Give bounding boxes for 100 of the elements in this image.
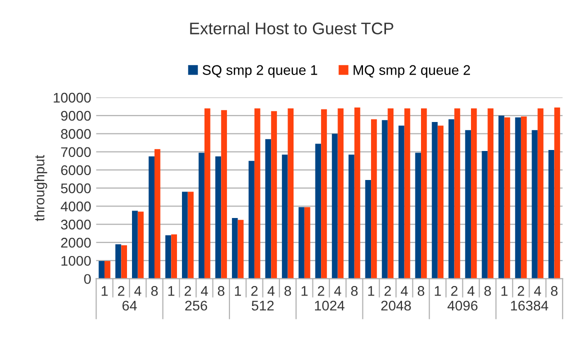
y-tick-label: 5000 <box>60 183 91 194</box>
x-tick-label: 2 <box>251 286 258 296</box>
y-tick-label: 1000 <box>62 256 91 266</box>
x-tick-label: 8 <box>351 286 358 296</box>
x-tick-label: 1 <box>501 286 508 296</box>
x-tick-label: 1 <box>102 286 108 296</box>
bar <box>148 156 154 279</box>
y-tick-label: 0 <box>84 274 91 284</box>
bar <box>465 130 471 279</box>
bar <box>515 117 521 279</box>
text: 64 <box>122 300 137 311</box>
bar <box>271 111 277 279</box>
bar <box>138 212 144 279</box>
bar <box>165 235 172 279</box>
text: 512 <box>252 300 274 311</box>
x-tick-label: 4 <box>268 286 275 296</box>
bar <box>354 107 360 279</box>
y-tick-label: 3000 <box>60 220 91 230</box>
bar <box>254 108 260 279</box>
y-tick-label: 9000 <box>61 110 91 121</box>
x-tick-label: 2 <box>118 286 124 296</box>
bar <box>482 150 488 279</box>
bar <box>404 108 410 279</box>
text: 4096 <box>448 300 478 311</box>
bar <box>438 126 444 279</box>
x-tick-label: 4 <box>534 286 542 296</box>
bar <box>321 109 327 279</box>
bar <box>315 144 322 279</box>
bar <box>248 160 254 279</box>
x-tick-label: 4 <box>200 286 208 296</box>
bar <box>132 210 138 279</box>
text: 1024 <box>315 300 344 311</box>
bar <box>115 244 122 279</box>
bar <box>365 180 372 279</box>
bar <box>421 108 427 279</box>
bar <box>448 119 454 279</box>
bar <box>338 108 344 279</box>
x-tick-label: 2 <box>518 286 524 296</box>
bar <box>382 120 388 279</box>
bar <box>371 119 377 279</box>
bar <box>288 108 294 279</box>
x-tick-label: 8 <box>551 286 558 296</box>
bar <box>520 116 527 279</box>
x-tick-label: 4 <box>467 286 474 296</box>
bar <box>332 134 338 279</box>
y-tick-label: 2000 <box>61 238 91 248</box>
chart-title: External Host to Guest TCP <box>190 22 394 34</box>
bar <box>215 156 222 279</box>
bar <box>104 260 110 279</box>
text: 2048 <box>381 300 411 311</box>
y-axis-title: throughput <box>34 154 48 222</box>
bar <box>415 152 422 279</box>
x-tick-label: 8 <box>218 286 224 296</box>
bar <box>388 108 394 279</box>
bar <box>398 126 404 279</box>
x-tick-label: 4 <box>134 286 142 296</box>
x-tick-label: 2 <box>184 286 191 296</box>
bar <box>282 154 288 279</box>
y-tick-label: 7000 <box>61 147 91 158</box>
legend-label: MQ smp 2 queue 2 <box>354 65 470 78</box>
x-tick-label: 4 <box>334 286 342 296</box>
text: 16384 <box>511 300 548 311</box>
bar <box>171 234 177 279</box>
bar <box>538 108 544 279</box>
bar <box>154 149 160 279</box>
bar <box>238 220 244 279</box>
text: 256 <box>185 300 208 311</box>
x-tick-label: 2 <box>451 286 458 296</box>
bar <box>548 150 554 279</box>
bar <box>188 192 194 279</box>
x-tick-label: 8 <box>484 286 491 296</box>
bar <box>348 154 354 279</box>
x-tick-label: 4 <box>400 286 408 296</box>
y-tick-label: 8000 <box>61 129 91 139</box>
bar <box>454 108 460 279</box>
bar <box>121 245 128 279</box>
x-tick-label: 1 <box>234 286 241 296</box>
y-tick-label: 10000 <box>54 92 91 103</box>
bar <box>98 260 105 279</box>
bar <box>504 117 510 279</box>
bar <box>554 107 560 279</box>
x-tick-label: 8 <box>284 286 292 296</box>
bar <box>488 108 494 279</box>
x-tick-label: 2 <box>318 286 324 296</box>
bar <box>298 207 304 279</box>
x-tick-label: 8 <box>418 286 424 296</box>
bar <box>221 110 227 279</box>
y-tick-label: 4000 <box>60 202 91 212</box>
bar <box>204 108 210 279</box>
x-tick-label: 1 <box>168 286 174 296</box>
bar <box>532 130 538 279</box>
bar <box>470 108 477 279</box>
x-tick-label: 1 <box>368 286 374 296</box>
bar <box>432 122 438 279</box>
x-tick-label: 2 <box>384 286 391 296</box>
bar <box>304 207 310 279</box>
x-tick-label: 8 <box>151 286 158 296</box>
x-tick-label: 1 <box>434 286 441 296</box>
y-tick-label: 6000 <box>61 165 91 176</box>
x-tick-label: 1 <box>302 286 308 296</box>
